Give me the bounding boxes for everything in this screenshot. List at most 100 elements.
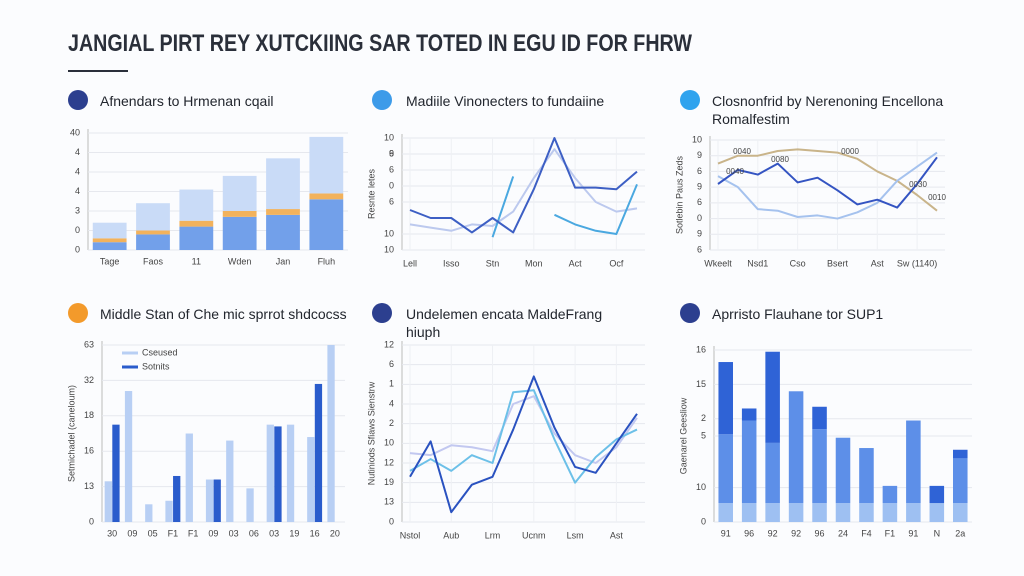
line (409, 375, 638, 514)
bar (124, 391, 133, 522)
bar (226, 440, 234, 522)
bar (741, 408, 757, 421)
x-tick-label: F1 (168, 528, 179, 538)
panel-title: Aprristo Flauhane tor SUP1 (712, 306, 884, 322)
panel-icon (68, 303, 88, 323)
x-tick-label: 91 (908, 528, 918, 538)
line (717, 151, 938, 220)
bar (929, 485, 945, 504)
y-tick-label: 0 (75, 244, 80, 254)
bar (136, 234, 170, 250)
y-tick-label: 40 (70, 127, 80, 137)
bar (309, 199, 344, 250)
annotation: 0030 (909, 180, 927, 189)
panel-icon (680, 90, 700, 110)
x-tick-label: Ast (610, 530, 624, 540)
x-tick-label: 2a (955, 528, 965, 538)
legend-label: Sotnits (142, 361, 170, 371)
y-tick-label: 9 (697, 182, 702, 192)
bar (274, 426, 282, 522)
y-axis-label: Nutiniods Sfiaws Sienstrw (366, 381, 376, 485)
x-tick-label: Stn (486, 258, 500, 268)
x-tick-label: 30 (107, 528, 117, 538)
x-tick-label: Faos (143, 256, 164, 266)
y-tick-label: 5 (701, 430, 706, 440)
x-tick-label: 03 (229, 528, 239, 538)
x-tick-label: 16 (310, 528, 320, 538)
line (717, 156, 938, 209)
bar (953, 503, 968, 522)
x-tick-label: Wkeelt (704, 258, 732, 268)
y-tick-label: 0 (389, 516, 394, 526)
y-tick-label: 12 (384, 457, 394, 467)
panel-title: Closnonfrid by Nerenoning Encellona Roma… (712, 93, 944, 127)
panel-title: Middle Stan of Che mic sprrot shdcocss (100, 306, 347, 322)
x-tick-label: 09 (208, 528, 218, 538)
x-tick-label: Bsert (827, 258, 849, 268)
x-tick-label: Mon (525, 258, 543, 268)
line (409, 137, 638, 234)
bar (765, 503, 780, 522)
y-tick-label: 0 (697, 213, 702, 223)
y-tick-label: 32 (84, 375, 94, 385)
bar (222, 175, 257, 211)
y-tick-label: 10 (384, 438, 394, 448)
x-tick-label: F4 (861, 528, 872, 538)
y-tick-label: 1 (389, 379, 394, 389)
y-tick-label: 15 (696, 379, 706, 389)
annotation: 0040 (733, 147, 751, 156)
x-tick-label: Jan (276, 256, 291, 266)
x-tick-label: 92 (791, 528, 801, 538)
bar (136, 203, 170, 231)
title-rule (68, 70, 128, 72)
x-tick-label: N (934, 528, 941, 538)
bar (812, 429, 827, 504)
x-tick-label: 96 (744, 528, 754, 538)
bar (882, 503, 898, 522)
bar (953, 449, 968, 459)
panel-icon (372, 90, 392, 110)
y-tick-label: 4 (75, 166, 80, 176)
y-tick-label: 0 (701, 516, 706, 526)
bar (222, 216, 257, 250)
x-tick-label: Cso (790, 258, 806, 268)
y-tick-label: 0 (89, 516, 94, 526)
y-tick-label: 0 (389, 180, 394, 190)
bar (929, 503, 945, 522)
bar (92, 238, 127, 243)
panel-title: Madiile Vinonecters to fundaiine (406, 93, 605, 109)
x-tick-label: Lsm (567, 530, 584, 540)
y-tick-label: 10 (384, 244, 394, 254)
legend-label: Cseused (142, 347, 178, 357)
y-tick-label: 6 (389, 164, 394, 174)
bar (788, 503, 804, 522)
x-tick-label: Lell (403, 258, 417, 268)
bar (266, 209, 300, 215)
y-tick-label: 9 (697, 229, 702, 239)
x-tick-label: Isso (443, 258, 460, 268)
bar (953, 458, 968, 504)
bar (765, 442, 780, 504)
bar (179, 226, 214, 250)
x-tick-label: 03 (269, 528, 279, 538)
bar (205, 479, 214, 522)
y-tick-label: 6 (697, 244, 702, 254)
y-tick-label: 6 (697, 197, 702, 207)
y-tick-label: 6 (389, 196, 394, 206)
bar (718, 503, 733, 522)
line (409, 389, 638, 484)
bar (179, 220, 214, 227)
bar (765, 351, 780, 443)
panel-icon (68, 90, 88, 110)
bar (835, 503, 851, 522)
y-tick-label: 10 (692, 134, 702, 144)
bar (882, 485, 898, 504)
bar (266, 424, 274, 522)
x-tick-label: 19 (289, 528, 299, 538)
bar (309, 136, 344, 194)
x-tick-label: F1 (885, 528, 896, 538)
y-tick-label: 9 (697, 150, 702, 160)
panel-icon (372, 303, 392, 323)
bar (314, 383, 323, 522)
